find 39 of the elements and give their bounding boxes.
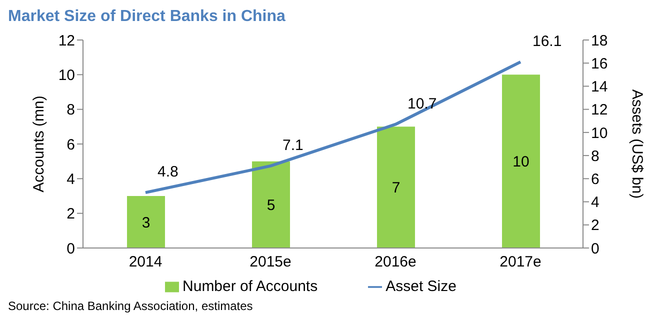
legend-label: Asset Size	[386, 278, 456, 295]
y2-tick-label: 6	[591, 170, 600, 188]
bar	[252, 161, 290, 248]
y2-tick-label: 0	[591, 240, 600, 258]
bar	[377, 126, 415, 248]
y2-tick-label: 14	[591, 78, 608, 96]
x-tick-label: 2017e	[500, 254, 542, 271]
data-label: 4.8	[158, 164, 178, 181]
data-label: 10.7	[408, 95, 437, 112]
x-tick-label: 2014	[128, 254, 162, 271]
y-tick-label: 10	[58, 66, 75, 84]
chart-title: Market Size of Direct Banks in China	[8, 8, 286, 26]
data-label: 16.1	[532, 32, 562, 50]
y2-tick-label: 2	[591, 217, 600, 234]
bar	[502, 74, 540, 248]
y-tick-label: 6	[66, 136, 75, 154]
y-tick-label: 8	[66, 102, 75, 119]
data-label: 7.1	[282, 136, 304, 154]
y-axis-title: Accounts (mn)	[30, 96, 48, 192]
bar	[127, 196, 165, 248]
data-label: 5	[266, 196, 276, 214]
legend-label: Number of Accounts	[182, 278, 318, 295]
y2-tick-label: 10	[591, 124, 608, 142]
x-tick-label: 2016e	[374, 254, 416, 271]
y2-tick-label: 16	[591, 55, 608, 72]
y2-tick-label: 18	[591, 32, 608, 50]
y2-axis-title: Assets (US$ bn)	[628, 89, 646, 199]
data-label: 10	[512, 154, 530, 171]
data-label: 7	[392, 180, 400, 197]
source-note: Source: China Banking Association, estimates	[8, 299, 254, 313]
y2-tick-label: 8	[591, 148, 600, 165]
y-tick-label: 2	[66, 206, 75, 223]
x-tick-label: 2015e	[250, 254, 292, 271]
y-tick-label: 0	[66, 240, 75, 258]
data-label: 3	[142, 214, 150, 232]
y-tick-label: 12	[58, 32, 75, 50]
y2-tick-label: 4	[591, 194, 600, 212]
y2-tick-label: 12	[591, 102, 608, 119]
y-tick-label: 4	[66, 170, 75, 188]
